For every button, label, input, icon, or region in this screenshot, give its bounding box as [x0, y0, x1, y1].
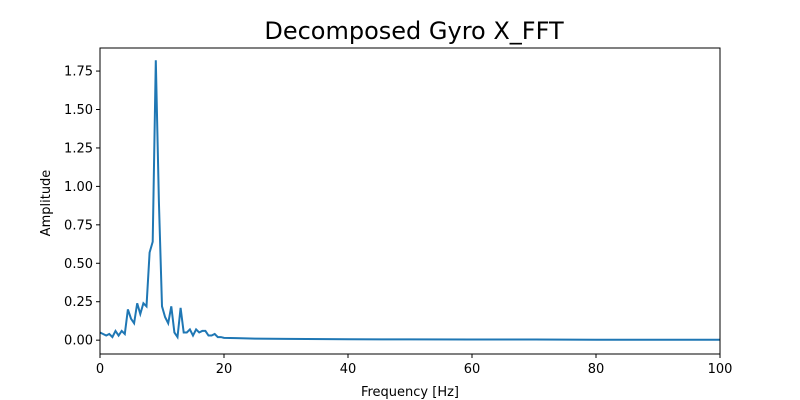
chart-title: Decomposed Gyro X_FFT: [264, 17, 564, 45]
plot-area: [99, 60, 720, 341]
y-tick-label: 0.25: [64, 295, 93, 310]
plot-frame: [99, 47, 721, 355]
x-axis-label: Frequency [Hz]: [361, 385, 459, 400]
y-tick-label: 1.00: [64, 180, 93, 195]
y-tick-label: 0.50: [64, 257, 93, 272]
x-tick-label: 0: [96, 362, 104, 377]
y-tick-label: 0.00: [64, 334, 93, 349]
x-tick-label: 80: [588, 362, 605, 377]
y-axis-label: Amplitude: [39, 170, 54, 237]
y-tick-label: 1.75: [64, 65, 93, 80]
x-tick-label: 100: [708, 362, 733, 377]
y-tick-label: 1.50: [64, 103, 93, 118]
y-tick-label: 0.75: [64, 218, 93, 233]
series-line-amplitude: [99, 60, 720, 341]
x-tick-label: 40: [340, 362, 357, 377]
axis-ticks: 0 20 40 60 80 100 0.00 0.25 0.50 0.75 1.00 1.25 1.50…: [64, 65, 732, 377]
x-tick-label: 60: [464, 362, 481, 377]
x-tick-label: 20: [216, 362, 233, 377]
y-tick-label: 1.25: [64, 141, 93, 156]
